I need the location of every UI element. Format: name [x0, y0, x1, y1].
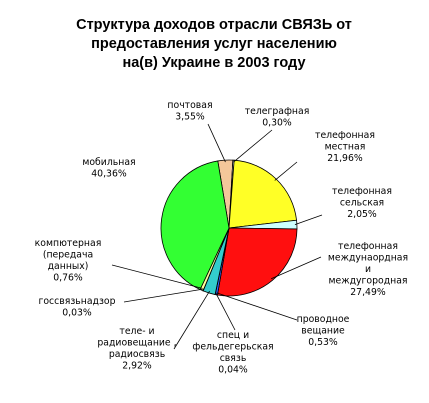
- slice-label-5-line-4: междугородная: [329, 276, 408, 287]
- slice-label-6-line-2: вещание: [301, 326, 345, 337]
- slice-label-8-line-2: радиовещание ,: [97, 338, 176, 349]
- slice-label-5-line-1: телефонная: [338, 241, 398, 252]
- leader-line-9: [123, 288, 204, 303]
- slice-label-5-line-2: междунаордная: [328, 253, 408, 264]
- slice-value-6: 0,53%: [308, 337, 338, 348]
- slice-label-7-line-2: фельдегерьская: [192, 342, 273, 353]
- slice-value-4: 2,05%: [347, 209, 377, 220]
- slice-label-11-line-1: мобильная: [82, 157, 135, 168]
- slice-value-9: 0,03%: [62, 308, 92, 319]
- leader-line-2: [233, 129, 273, 163]
- pie-slices: [160, 159, 298, 297]
- slice-label-9-line-1: госсвязьнадзор: [38, 296, 115, 307]
- slice-value-7: 0,04%: [218, 365, 248, 376]
- leader-line-3: [274, 161, 298, 181]
- slice-label-7-line-1: спец и: [217, 330, 249, 341]
- leader-line-1: [207, 123, 226, 163]
- slice-label-6-line-1: проводное: [297, 314, 350, 325]
- slice-value-1: 3,55%: [175, 112, 205, 123]
- leader-lines: [111, 123, 323, 350]
- slice-label-4-line-1: телефонная: [332, 186, 392, 197]
- slice-value-2: 0,30%: [262, 118, 292, 129]
- pie-slice-11: [160, 160, 230, 291]
- slice-label-3-line-2: местная: [325, 142, 366, 153]
- slice-value-3: 21,96%: [327, 153, 363, 164]
- chart-title-line-2: предоставления услуг населению: [91, 36, 337, 52]
- slice-label-10-line-2: (передача: [43, 250, 93, 261]
- slice-label-2-line-1: телеграфная: [245, 106, 310, 117]
- slice-value-11: 40,36%: [91, 169, 127, 180]
- slice-label-7-line-3: связь: [220, 353, 247, 364]
- slice-label-5-line-3: и: [365, 264, 371, 275]
- slice-value-8: 2,92%: [122, 361, 152, 372]
- slice-value-10: 0,76%: [53, 273, 83, 284]
- pie-slice-5: [216, 227, 298, 297]
- leader-line-4: [294, 214, 323, 226]
- slice-label-10-line-3: данных): [48, 261, 89, 272]
- leader-line-7: [215, 292, 236, 331]
- slice-label-1-line-1: почтовая: [167, 100, 212, 111]
- leader-line-6: [216, 292, 298, 321]
- leader-line-10: [111, 264, 203, 289]
- slice-label-8-line-1: теле- и: [119, 326, 154, 337]
- slice-label-8-line-3: радиосвязь: [109, 349, 165, 360]
- leader-line-8: [173, 290, 210, 350]
- chart-title-line-3: на(в) Украине в 2003 году: [122, 55, 305, 71]
- slice-value-5: 27,49%: [350, 287, 386, 298]
- chart-title-line-1: Структура доходов отрасли СВЯЗЬ от: [76, 17, 352, 33]
- slice-label-4-line-2: сельская: [340, 198, 384, 209]
- leader-line-5: [270, 256, 322, 280]
- slice-label-3-line-1: телефонная: [315, 130, 375, 141]
- slice-label-10-line-1: компютерная: [35, 238, 102, 249]
- chart-title: Структура доходов отрасли СВЯЗЬ от предос…: [76, 17, 352, 71]
